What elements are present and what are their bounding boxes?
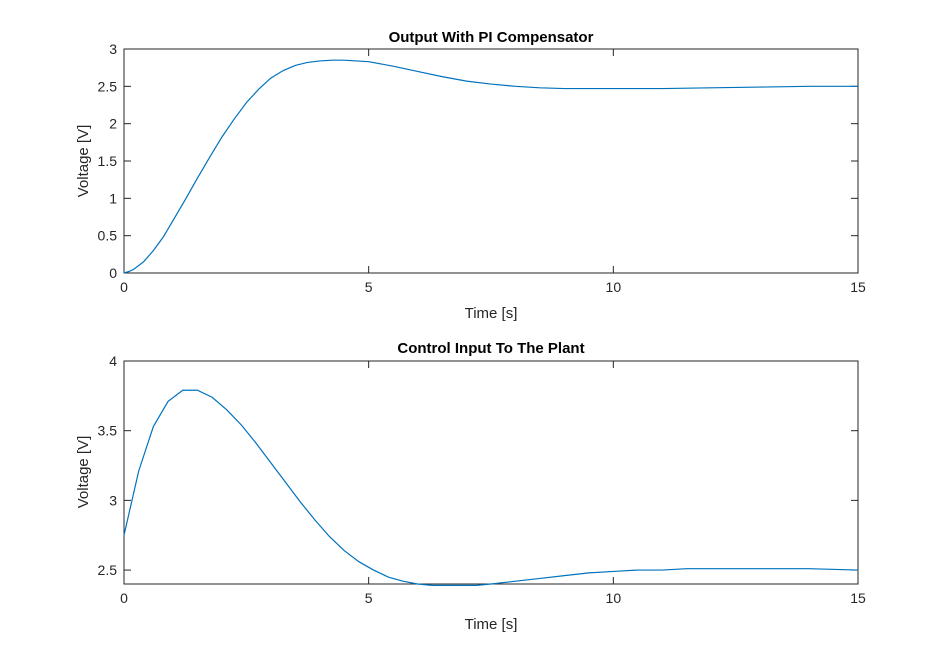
output-x-tick-label: 10	[606, 279, 622, 295]
output-chart-title: Output With PI Compensator	[389, 29, 594, 46]
output-y-tick-label: 2.5	[98, 78, 118, 94]
output-y-tick-label: 3	[109, 41, 117, 57]
control-y-tick-label: 4	[109, 353, 117, 369]
control-input-line	[123, 389, 859, 586]
control-y-tick-label: 3.5	[98, 423, 118, 439]
control-y-tick-label: 2.5	[98, 562, 118, 578]
control-x-tick-label: 5	[365, 590, 373, 606]
control-x-tick-label: 15	[850, 590, 866, 606]
control-x-tick-label: 10	[606, 590, 622, 606]
output-y-tick-label: 0.5	[98, 228, 118, 244]
control-plot-frame	[123, 360, 859, 585]
output-voltage-line	[123, 59, 858, 274]
output-x-tick-label: 5	[365, 279, 373, 295]
control-y-axis-label: Voltage [V]	[75, 436, 92, 509]
output-y-tick-label: 1.5	[98, 153, 118, 169]
output-y-axis-label: Voltage [V]	[75, 125, 92, 198]
output-y-tick-label: 2	[109, 116, 117, 132]
output-x-axis-label: Time [s]	[465, 305, 518, 322]
control-input-axes: Control Input To The Plant Time [s] Volt…	[75, 340, 866, 633]
control-chart-title: Control Input To The Plant	[397, 340, 584, 357]
output-y-tick-label: 1	[109, 190, 117, 206]
output-x-tick-label: 15	[850, 279, 866, 295]
control-y-tick-label: 3	[109, 492, 117, 508]
output-y-tick-label: 0	[109, 265, 117, 281]
output-x-tick-label: 0	[120, 279, 128, 295]
output-axes: Output With PI Compensator Time [s] Volt…	[75, 29, 866, 322]
output-ticks: 0 5 10 15 0 0.5 1 1.5 2 2.5 3	[98, 41, 866, 295]
control-ticks: 0 5 10 15 2.5 3 3.5 4	[98, 353, 866, 606]
control-x-tick-label: 0	[120, 590, 128, 606]
output-plot-frame	[123, 48, 859, 274]
control-x-axis-label: Time [s]	[465, 616, 518, 633]
